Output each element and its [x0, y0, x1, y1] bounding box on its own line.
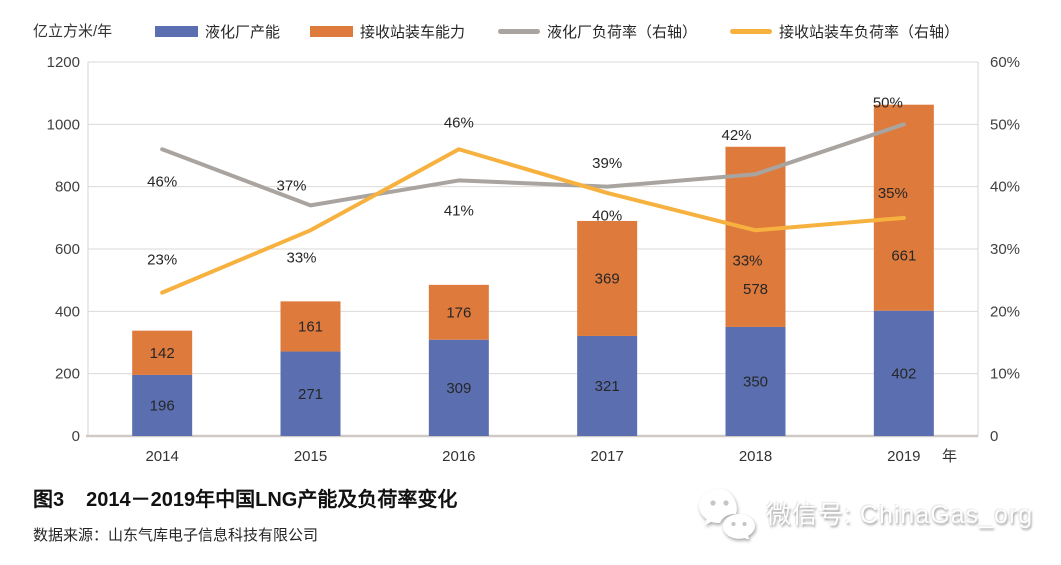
- line-plant-load-rate: [160, 122, 906, 208]
- label-station-load-rate-2019: 35%: [878, 185, 908, 202]
- left-axis-tick: 600: [55, 241, 80, 258]
- bar-value-station-loading: 661: [891, 248, 916, 265]
- bar-station-loading-2014: [132, 330, 193, 375]
- bar-plant-capacity-2017: [577, 335, 638, 436]
- legend-item-station-load-rate: 接收站装车负荷率（右轴）: [730, 20, 959, 42]
- legend-item-plant-load-rate: 液化厂负荷率（右轴）: [498, 20, 697, 42]
- figure-number: 图3: [33, 489, 65, 511]
- bar-value-plant-capacity: 196: [150, 397, 175, 414]
- bar-station-loading-2016: [428, 284, 489, 340]
- bar-value-station-loading: 578: [743, 281, 768, 298]
- bar-value-plant-capacity: 271: [298, 386, 323, 403]
- bar-value-plant-capacity: 350: [743, 373, 768, 390]
- wechat-icon: [699, 489, 755, 539]
- legend-swatch-plant-capacity: [155, 25, 198, 37]
- figure-title: 2014－2019年中国LNG产能及负荷率变化: [86, 489, 458, 511]
- x-axis-tick: 2014: [145, 448, 178, 465]
- right-axis-tick: 40%: [990, 179, 1020, 196]
- bar-value-station-loading: 369: [595, 270, 620, 287]
- bar-plant-capacity-2016: [428, 339, 489, 436]
- bar-plant-capacity-2014: [132, 374, 193, 436]
- left-axis-tick: 400: [55, 303, 80, 320]
- label-plant-load-rate-2016: 41%: [444, 202, 474, 219]
- bar-plant-capacity-2015: [280, 351, 341, 436]
- right-axis-tick: 0: [990, 428, 998, 445]
- label-plant-load-rate-2017: 40%: [592, 208, 622, 225]
- x-axis-tick: 2016: [442, 448, 475, 465]
- bar-value-plant-capacity: 402: [891, 365, 916, 382]
- legend-label-plant-load-rate: 液化厂负荷率（右轴）: [547, 23, 698, 41]
- right-axis-tick: 10%: [990, 366, 1020, 383]
- bar-plant-capacity-2018: [725, 326, 786, 436]
- legend-item-station-loading-capacity: 接收站装车能力: [310, 20, 465, 42]
- watermark-text: 微信号: ChinaGas_org: [766, 501, 1034, 529]
- bar-station-loading-2015: [280, 301, 341, 352]
- data-source: 数据来源：山东气库电子信息科技有限公司: [33, 527, 319, 544]
- left-axis-tick: 1000: [47, 116, 80, 133]
- left-axis-unit-label: 亿立方米/年: [33, 23, 113, 40]
- label-plant-load-rate-2019: 50%: [873, 94, 903, 111]
- x-axis-tick: 2017: [590, 448, 623, 465]
- legend-swatch-station-loading-capacity: [310, 25, 353, 37]
- label-station-load-rate-2015: 33%: [286, 249, 316, 266]
- bar-value-station-loading: 161: [298, 318, 323, 335]
- right-axis-tick: 50%: [990, 116, 1020, 133]
- legend-swatch-station-load-rate: [730, 28, 772, 34]
- legend-swatch-plant-load-rate: [498, 28, 540, 34]
- line-station-load-rate: [160, 147, 906, 295]
- label-plant-load-rate-2018: 42%: [721, 127, 751, 144]
- figure-caption: 图3 2014－2019年中国LNG产能及负荷率变化: [33, 483, 457, 512]
- x-axis-unit: 年: [942, 448, 957, 465]
- right-axis-tick: 20%: [990, 303, 1020, 320]
- label-station-load-rate-2014: 23%: [147, 252, 177, 269]
- legend-label-station-loading-capacity: 接收站装车能力: [360, 23, 466, 41]
- right-axis-tick: 60%: [990, 54, 1020, 71]
- label-station-load-rate-2018: 33%: [732, 252, 762, 269]
- left-axis-tick: 800: [55, 179, 80, 196]
- label-plant-load-rate-2014: 46%: [147, 173, 177, 190]
- bar-station-loading-2019: [873, 104, 934, 311]
- bar-value-plant-capacity: 321: [595, 378, 620, 395]
- label-station-load-rate-2017: 39%: [592, 155, 622, 172]
- legend-label-plant-capacity: 液化厂产能: [205, 23, 281, 41]
- x-axis-tick: 2019: [887, 448, 920, 465]
- left-axis-tick: 0: [72, 428, 80, 445]
- legend-item-plant-capacity: 液化厂产能: [155, 20, 280, 42]
- x-axis-tick: 2015: [294, 448, 327, 465]
- x-axis-tick: 2018: [739, 448, 772, 465]
- bar-value-station-loading: 142: [150, 345, 175, 362]
- bar-station-loading-2017: [577, 220, 638, 336]
- combo-chart: 1200 60% 1000 50% 800 40% 600 30% 400 20% 200 10% 0 0…: [47, 54, 1020, 465]
- bar-value-plant-capacity: 309: [446, 380, 471, 397]
- label-plant-load-rate-2015: 37%: [276, 177, 306, 194]
- watermark: 微信号: ChinaGas_org: [698, 487, 1033, 539]
- label-station-load-rate-2016: 46%: [444, 114, 474, 131]
- legend-label-station-load-rate: 接收站装车负荷率（右轴）: [779, 23, 960, 41]
- bar-plant-capacity-2019: [873, 310, 934, 436]
- bar-value-station-loading: 176: [446, 304, 471, 321]
- left-axis-tick: 200: [55, 366, 80, 383]
- right-axis-tick: 30%: [990, 241, 1020, 258]
- left-axis-tick: 1200: [47, 54, 80, 71]
